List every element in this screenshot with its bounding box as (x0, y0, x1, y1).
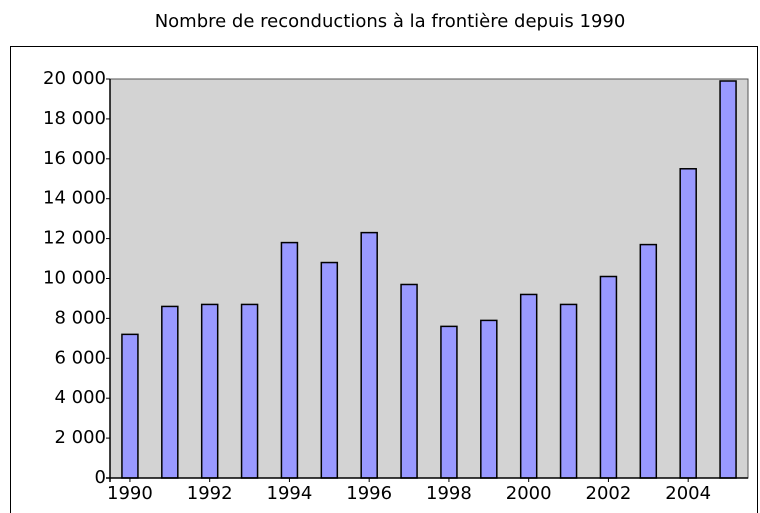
bar (480, 319, 498, 479)
x-tick-label: 1990 (107, 483, 153, 504)
bar (161, 305, 179, 479)
bar (519, 293, 538, 479)
x-tick-label: 1996 (346, 483, 392, 504)
y-tick-label: 2 000 (54, 427, 106, 448)
bar (121, 333, 139, 479)
x-tick-label: 1998 (426, 483, 472, 504)
bar (360, 231, 378, 479)
bar (200, 303, 219, 479)
bar (320, 261, 339, 479)
bar (280, 241, 299, 479)
frame (10, 46, 758, 513)
bar (719, 80, 737, 479)
y-tick-label: 10 000 (43, 268, 106, 289)
y-tick-label: 0 (95, 467, 106, 488)
bar (240, 303, 259, 479)
bar (559, 303, 578, 479)
y-tick-label: 20 000 (43, 68, 106, 89)
bar (679, 168, 697, 479)
y-tick-label: 12 000 (43, 228, 106, 249)
x-tick-label: 1994 (267, 483, 313, 504)
bar (599, 275, 618, 479)
y-tick-label: 14 000 (43, 188, 106, 209)
y-tick-label: 6 000 (54, 347, 106, 368)
bar (440, 325, 458, 479)
x-tick-label: 2000 (506, 483, 552, 504)
y-tick-label: 18 000 (43, 108, 106, 129)
x-tick-label: 1992 (187, 483, 233, 504)
chart-title: Nombre de reconductions à la frontière d… (155, 11, 626, 32)
y-tick-label: 8 000 (54, 307, 106, 328)
y-tick-label: 16 000 (43, 148, 106, 169)
x-tick-label: 2004 (665, 483, 711, 504)
x-tick-label: 2002 (586, 483, 632, 504)
bar (400, 283, 418, 479)
bar (639, 243, 658, 479)
y-tick-label: 4 000 (54, 387, 106, 408)
